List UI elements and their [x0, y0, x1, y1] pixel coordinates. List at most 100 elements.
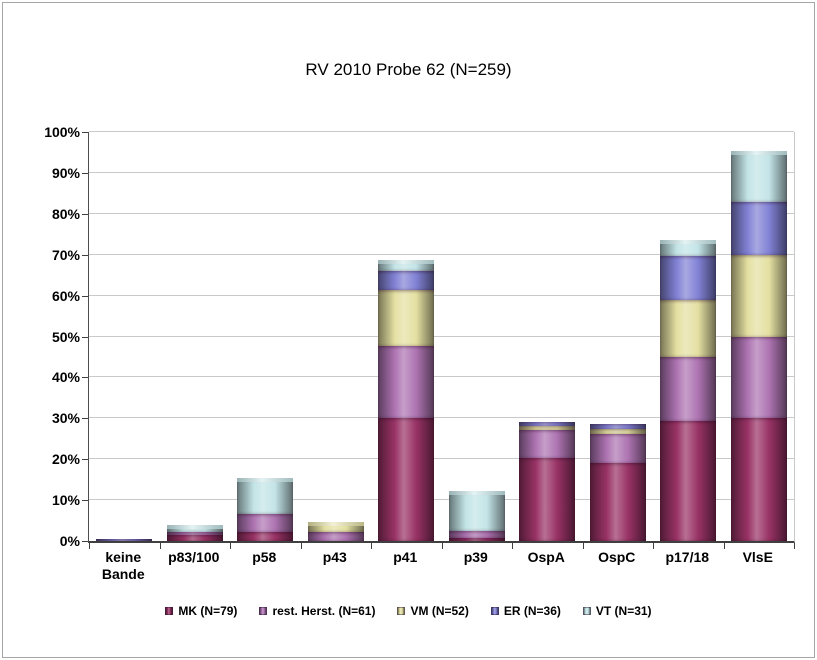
y-axis-tick: [82, 500, 88, 502]
bar-segment-er: [660, 256, 717, 301]
gridline: [89, 417, 794, 419]
legend-item-vm: VM (N=52): [397, 604, 469, 618]
bar-p39: [448, 490, 505, 541]
x-axis-label: OspC: [598, 549, 636, 565]
legend-item-er: ER (N=36): [490, 604, 561, 618]
legend-item-rest-herst: rest. Herst. (N=61): [259, 604, 375, 618]
bar-segment-mk: [448, 537, 505, 541]
chart-title: RV 2010 Probe 62 (N=259): [305, 60, 512, 79]
y-axis-tick: [82, 132, 88, 133]
bar-segment-vt: [448, 490, 505, 532]
gridline: [89, 376, 794, 378]
bar-segment-vm: [660, 300, 717, 357]
bar-top-cap: [237, 477, 294, 482]
x-axis-tick: [582, 543, 584, 549]
bar-top-cap: [166, 525, 223, 530]
y-tick-label: 0%: [59, 533, 80, 549]
bar-segment-rest-herst: [378, 345, 435, 419]
bar-segment-vt: [378, 260, 435, 272]
chart-legend: MK (N=79) rest. Herst. (N=61) VM (N=52) ER …: [0, 604, 817, 618]
plot-area: [88, 131, 795, 549]
x-axis-tick: [794, 543, 795, 549]
bar-segment-mk: [378, 418, 435, 541]
x-axis-tick: [89, 543, 90, 549]
y-axis-tick: [82, 336, 88, 338]
bar-vlse: [730, 150, 787, 541]
bar-segment-vt: [166, 525, 223, 532]
bar-segment-rest-herst: [589, 433, 646, 464]
bar-segment-rest-herst: [730, 337, 787, 419]
y-tick-label: 10%: [51, 492, 80, 509]
legend-item-mk: MK (N=79): [165, 604, 237, 618]
y-tick-label: 20%: [51, 451, 80, 468]
y-tick-label: 60%: [51, 287, 80, 304]
bar-ospa: [519, 422, 576, 541]
x-axis-tick: [653, 543, 654, 549]
bar-segment-vt: [660, 240, 717, 257]
x-axis-tick: [159, 543, 161, 549]
bar-segment-mk: [730, 418, 787, 541]
legend-marker-vt: [582, 607, 591, 615]
x-axis-tick: [723, 543, 725, 549]
bar-segment-mk: [237, 531, 294, 541]
bar-segment-rest-herst: [448, 531, 505, 538]
bar-segment-vm: [730, 254, 787, 338]
x-axis-label: VlsE: [742, 549, 773, 565]
bar-segment-rest-herst: [307, 531, 364, 541]
bar-segment-mk: [519, 458, 576, 541]
bar-p17-18: [660, 240, 717, 541]
legend-label: VM (N=52): [410, 604, 469, 618]
legend-label: rest. Herst. (N=61): [272, 604, 376, 618]
x-axis-label: keine Bande: [101, 549, 145, 582]
bar-segment-vm: [519, 425, 576, 431]
bar-segment-vt: [237, 477, 294, 515]
legend-label: VT (N=31): [595, 604, 652, 618]
legend-marker-er: [490, 607, 499, 615]
bar-segment-vm: [378, 289, 435, 346]
gridline: [89, 335, 794, 337]
bar-keine-bande: [96, 539, 153, 541]
y-tick-label: 50%: [51, 328, 80, 345]
bar-p43: [307, 522, 364, 541]
x-axis-tick: [512, 543, 513, 549]
bar-top-cap: [378, 260, 435, 265]
legend-label: MK (N=79): [178, 604, 238, 618]
y-tick-label: 100%: [44, 124, 80, 140]
bar-segment-rest-herst: [166, 531, 223, 535]
legend-marker-rest-herst: [259, 607, 268, 615]
gridline: [89, 171, 794, 173]
legend-marker-mk: [165, 607, 174, 615]
bar-segment-rest-herst: [237, 514, 294, 532]
y-tick-label: 90%: [51, 164, 80, 181]
bar-segment-er: [378, 271, 435, 290]
gridline: [89, 499, 794, 501]
x-axis-label: p17/18: [665, 549, 710, 565]
bar-top-cap: [730, 150, 787, 155]
y-tick-label: 30%: [51, 410, 80, 427]
gridline: [89, 458, 794, 460]
x-axis-label: p41: [393, 549, 418, 565]
legend-marker-vm: [397, 607, 406, 615]
bar-segment-mk: [660, 421, 717, 541]
bar-segment-vt: [730, 150, 787, 202]
y-axis-tick: [82, 213, 88, 215]
bar-segment-er: [519, 422, 576, 426]
bar-ospc: [589, 424, 646, 541]
bar-top-cap: [448, 490, 505, 495]
bar-segment-rest-herst: [519, 430, 576, 459]
x-axis-tick: [371, 543, 372, 549]
x-axis-tick: [300, 543, 302, 549]
gridline: [89, 212, 794, 214]
x-axis-label: p43: [322, 549, 347, 565]
bar-segment-rest-herst: [660, 356, 717, 422]
y-axis-tick: [82, 459, 88, 461]
legend-label: ER (N=36): [503, 604, 561, 618]
y-axis-tick: [82, 377, 88, 379]
bar-p58: [237, 477, 294, 541]
y-axis-tick: [82, 418, 88, 420]
y-tick-label: 80%: [51, 205, 80, 222]
bar-top-cap: [660, 240, 717, 245]
bar-segment-mk: [166, 534, 223, 541]
bar-segment-er: [589, 424, 646, 429]
